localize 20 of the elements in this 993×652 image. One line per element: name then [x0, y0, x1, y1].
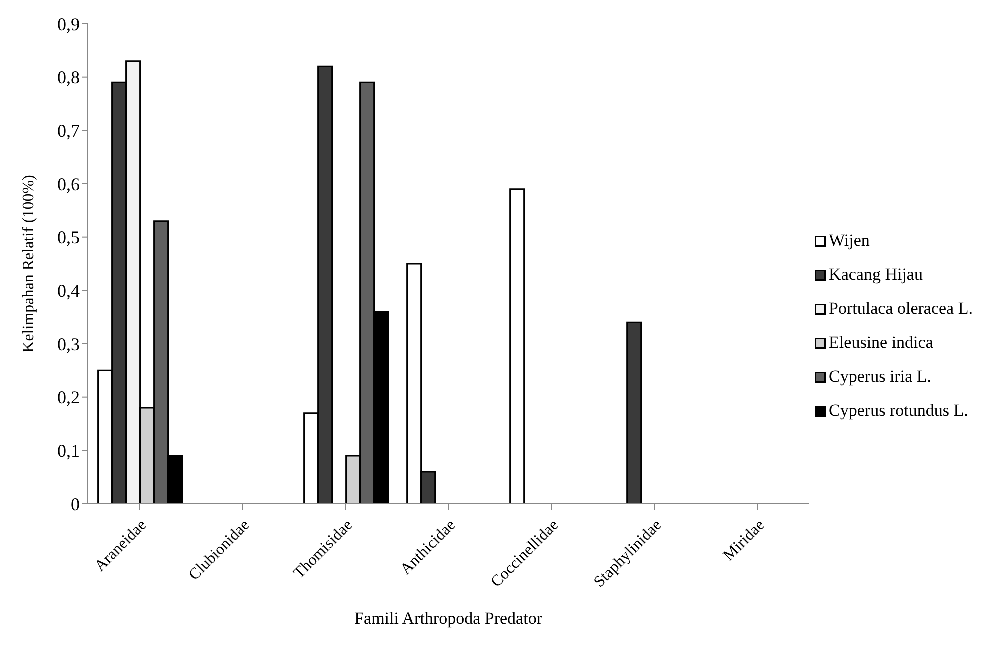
y-tick-label: 0,2 — [58, 388, 80, 408]
legend-label: Cyperus iria L. — [829, 367, 932, 387]
y-tick-label: 0 — [71, 494, 80, 514]
y-tick-label: 0,5 — [58, 228, 80, 248]
y-tick-label: 0,9 — [58, 14, 80, 34]
y-tick-label: 0,7 — [58, 121, 80, 142]
y-tick-label: 0,8 — [58, 68, 80, 88]
bar — [510, 188, 526, 504]
y-tick-label: 0,3 — [58, 334, 80, 354]
y-tick-label: 0,6 — [58, 174, 80, 194]
y-tick-label: 0,1 — [58, 441, 80, 462]
y-axis-title: Kelimpahan Relatif (100%) — [20, 175, 38, 353]
x-axis-title: Famili Arthropoda Predator — [354, 609, 543, 628]
bar — [626, 322, 642, 504]
legend-label: Eleusine indica — [829, 333, 934, 353]
legend-label: Cyperus rotundus L. — [829, 401, 968, 421]
legend-label: Wijen — [829, 231, 870, 251]
legend-label: Portulaca oleracea L. — [829, 299, 973, 319]
y-tick-label: 0,4 — [58, 281, 80, 302]
legend-label: Kacang Hijau — [829, 265, 923, 285]
